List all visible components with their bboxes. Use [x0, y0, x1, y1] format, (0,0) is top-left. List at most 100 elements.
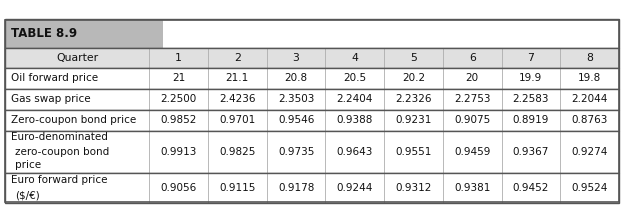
Text: 0.9551: 0.9551: [396, 147, 432, 157]
Text: 0.9244: 0.9244: [336, 182, 373, 192]
Bar: [384, 89, 443, 109]
Text: 1: 1: [175, 52, 182, 63]
Bar: [149, 172, 208, 202]
Bar: [149, 131, 208, 172]
Text: 21.1: 21.1: [226, 73, 249, 83]
Bar: [208, 109, 266, 131]
Bar: [502, 172, 560, 202]
Text: Oil forward price: Oil forward price: [11, 73, 98, 83]
Bar: [560, 109, 619, 131]
Bar: [502, 67, 560, 89]
Text: 6: 6: [469, 52, 475, 63]
Bar: [266, 131, 326, 172]
Bar: [5, 48, 619, 67]
Bar: [443, 48, 502, 67]
Bar: [5, 131, 619, 172]
Text: 0.9735: 0.9735: [278, 147, 314, 157]
Bar: [266, 67, 326, 89]
Bar: [443, 172, 502, 202]
Text: Zero-coupon bond price: Zero-coupon bond price: [11, 115, 136, 125]
Bar: [502, 89, 560, 109]
Text: 20.5: 20.5: [343, 73, 366, 83]
Text: 0.9643: 0.9643: [336, 147, 373, 157]
Bar: [5, 67, 149, 89]
Bar: [326, 109, 384, 131]
Text: Euro forward price: Euro forward price: [11, 175, 107, 185]
Bar: [266, 89, 326, 109]
Bar: [5, 20, 162, 48]
Text: 20.8: 20.8: [285, 73, 308, 83]
Text: 0.9231: 0.9231: [396, 115, 432, 125]
Bar: [149, 67, 208, 89]
Bar: [326, 172, 384, 202]
Text: 2.2044: 2.2044: [572, 94, 608, 104]
Text: 8: 8: [586, 52, 593, 63]
Bar: [384, 131, 443, 172]
Text: 0.9075: 0.9075: [454, 115, 490, 125]
Text: 0.9367: 0.9367: [513, 147, 549, 157]
Bar: [560, 89, 619, 109]
Text: 7: 7: [527, 52, 534, 63]
Text: 20.2: 20.2: [402, 73, 425, 83]
Text: 2: 2: [234, 52, 241, 63]
Bar: [5, 89, 149, 109]
Bar: [208, 89, 266, 109]
Bar: [443, 89, 502, 109]
Text: 0.9452: 0.9452: [513, 182, 549, 192]
Bar: [326, 67, 384, 89]
Bar: [5, 67, 619, 89]
Text: 2.2326: 2.2326: [395, 94, 432, 104]
Bar: [5, 20, 619, 202]
Bar: [208, 172, 266, 202]
Text: 0.9701: 0.9701: [219, 115, 255, 125]
Bar: [502, 131, 560, 172]
Text: 5: 5: [410, 52, 417, 63]
Bar: [443, 67, 502, 89]
Text: 0.9381: 0.9381: [454, 182, 490, 192]
Bar: [443, 109, 502, 131]
Text: 19.9: 19.9: [519, 73, 542, 83]
Text: 0.9274: 0.9274: [572, 147, 608, 157]
Text: 2.2753: 2.2753: [454, 94, 490, 104]
Text: 2.2404: 2.2404: [336, 94, 373, 104]
Bar: [443, 131, 502, 172]
Text: Quarter: Quarter: [56, 52, 98, 63]
Bar: [5, 131, 149, 172]
Text: 19.8: 19.8: [578, 73, 602, 83]
Text: 21: 21: [172, 73, 185, 83]
Bar: [208, 131, 266, 172]
Text: Euro-denominated: Euro-denominated: [11, 133, 108, 143]
Text: 2.4236: 2.4236: [219, 94, 256, 104]
Text: 0.9825: 0.9825: [219, 147, 256, 157]
Text: 4: 4: [351, 52, 358, 63]
Bar: [326, 48, 384, 67]
Bar: [560, 48, 619, 67]
Text: 2.2583: 2.2583: [513, 94, 549, 104]
Bar: [5, 172, 149, 202]
Bar: [326, 89, 384, 109]
Text: 0.9546: 0.9546: [278, 115, 314, 125]
Text: 0.9852: 0.9852: [160, 115, 197, 125]
Bar: [560, 67, 619, 89]
Text: ($/€): ($/€): [15, 190, 40, 200]
Bar: [266, 172, 326, 202]
Bar: [384, 48, 443, 67]
Text: 0.9115: 0.9115: [219, 182, 256, 192]
Bar: [560, 172, 619, 202]
Bar: [5, 109, 619, 131]
Bar: [266, 109, 326, 131]
Bar: [5, 172, 619, 202]
Bar: [5, 109, 149, 131]
Bar: [502, 109, 560, 131]
Bar: [5, 48, 149, 67]
Bar: [384, 172, 443, 202]
Text: Gas swap price: Gas swap price: [11, 94, 90, 104]
Bar: [384, 109, 443, 131]
Text: 0.9524: 0.9524: [572, 182, 608, 192]
Text: price: price: [15, 161, 41, 170]
Bar: [384, 67, 443, 89]
Bar: [560, 131, 619, 172]
Bar: [502, 48, 560, 67]
Bar: [208, 48, 266, 67]
Text: TABLE 8.9: TABLE 8.9: [11, 27, 77, 40]
